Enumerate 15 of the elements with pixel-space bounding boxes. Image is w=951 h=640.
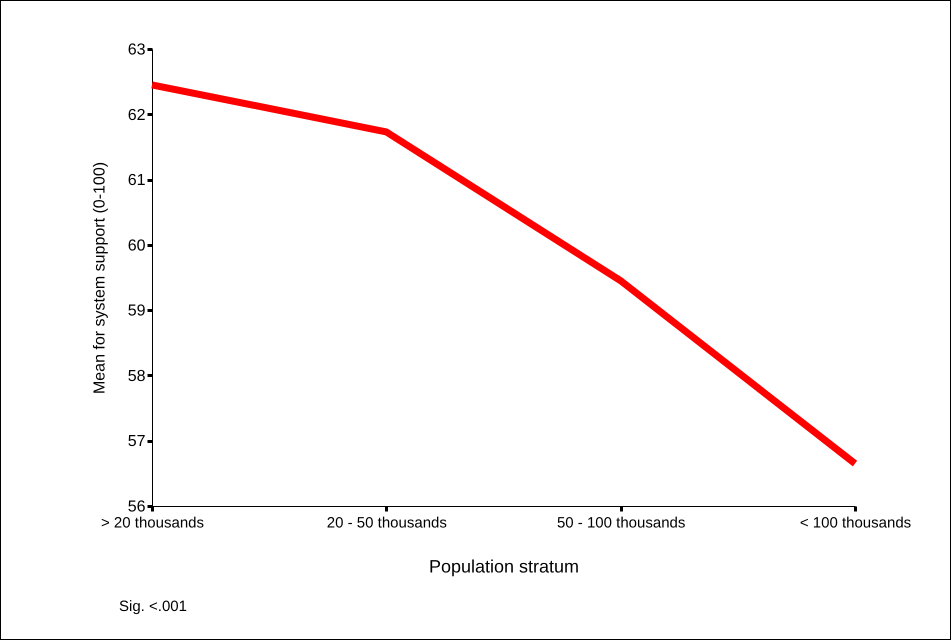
y-tick-label: 56 bbox=[128, 498, 146, 516]
x-tick-label: < 100 thousands bbox=[800, 514, 912, 532]
y-tick-label: 62 bbox=[128, 106, 146, 124]
y-tick-label: 59 bbox=[128, 302, 146, 320]
y-tick-label: 58 bbox=[128, 368, 146, 385]
x-tick-label: 50 - 100 thousands bbox=[556, 514, 686, 532]
y-axis-title: Mean for system support (0-100) bbox=[92, 162, 109, 394]
y-tick-label: 60 bbox=[128, 237, 146, 254]
text: Sig. <.001 bbox=[119, 598, 187, 615]
y-tick-label: 61 bbox=[128, 172, 146, 190]
y-tick-label: 57 bbox=[128, 433, 146, 450]
x-tick-label: 20 - 50 thousands bbox=[326, 514, 447, 532]
x-tick-label: > 20 thousands bbox=[100, 514, 204, 532]
y-tick-label: 63 bbox=[128, 42, 146, 58]
x-axis-title: Population stratum bbox=[428, 556, 580, 576]
